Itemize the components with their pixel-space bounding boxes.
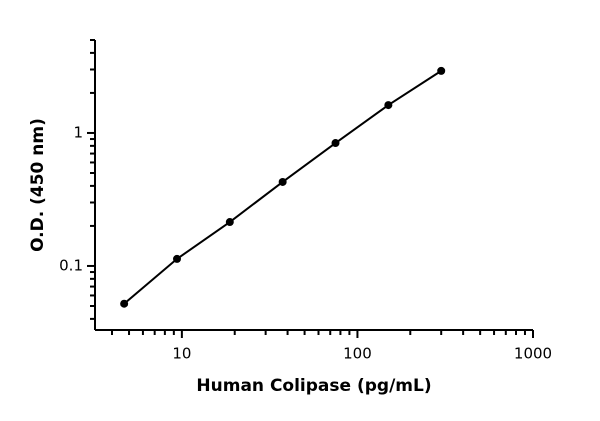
y-tick-label: 1	[73, 123, 83, 141]
data-point	[278, 177, 287, 186]
x-tick-label: 100	[343, 345, 372, 363]
y-axis-title: O.D. (450 nm)	[28, 118, 48, 252]
data-point	[120, 299, 129, 308]
data-point	[384, 101, 393, 110]
x-axis-title: Human Colipase (pg/mL)	[196, 376, 431, 396]
data-point	[172, 254, 181, 263]
data-point	[225, 218, 234, 227]
data-line	[123, 70, 442, 305]
x-tick-label: 1000	[514, 345, 552, 363]
data-point	[437, 66, 446, 75]
y-tick-label: 0.1	[59, 256, 83, 274]
data-point	[331, 139, 340, 148]
x-tick-label: 10	[172, 345, 191, 363]
